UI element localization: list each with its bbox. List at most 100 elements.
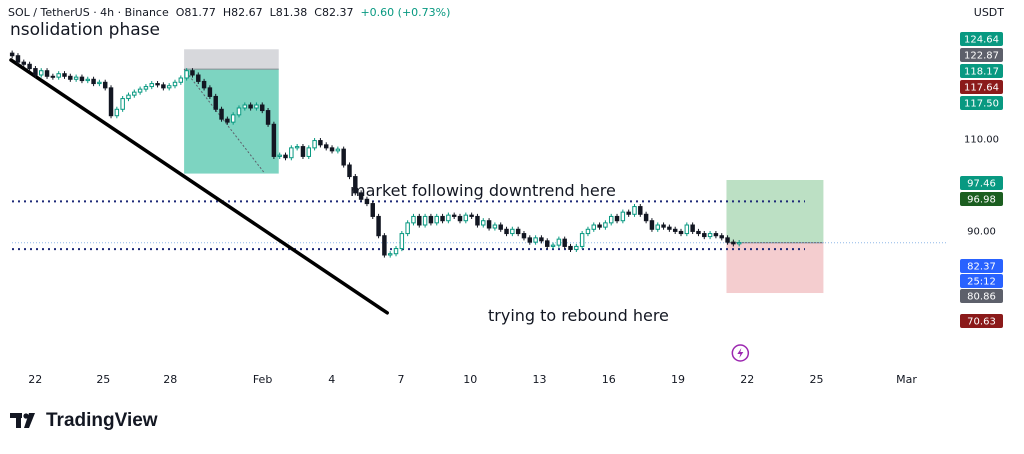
annotation-rebound: trying to rebound here: [488, 306, 669, 325]
price-scale-label: 90.00: [967, 227, 996, 238]
candle-body: [713, 233, 719, 237]
candle-body: [44, 70, 50, 77]
price-tag: [960, 96, 1003, 110]
candle-body: [108, 87, 114, 117]
candle-body: [126, 94, 131, 100]
candle-body: [556, 238, 562, 246]
x-tick-label: Mar: [896, 373, 917, 386]
x-tick-label: 28: [163, 373, 177, 386]
price-tag-label: 124.64: [964, 35, 999, 46]
candle-body: [39, 70, 44, 76]
candle-body: [510, 228, 515, 235]
x-tick-label: 16: [602, 373, 616, 386]
tradingview-logo[interactable]: TradingView: [10, 410, 158, 432]
candle-body: [166, 85, 172, 89]
price-tag-label: 82.37: [967, 262, 996, 273]
ohlc-open: O81.77: [175, 6, 216, 19]
candle-body: [155, 83, 160, 86]
price-tag-label: 117.50: [964, 99, 999, 110]
candle-body: [457, 215, 463, 222]
candle-body: [562, 238, 567, 247]
candle-body: [225, 118, 230, 123]
x-tick-label: 19: [671, 373, 685, 386]
candle-body: [323, 144, 329, 149]
candle-body: [260, 104, 265, 112]
price-tag-label: 96.98: [967, 195, 996, 206]
candle-body: [405, 222, 410, 235]
downtrend-line[interactable]: [9, 58, 389, 315]
price-scale-label: 110.00: [964, 135, 999, 146]
price-tag: [960, 314, 1003, 328]
candle-body: [411, 215, 416, 224]
candle-body: [79, 76, 85, 82]
candle-body: [114, 108, 120, 117]
candle-body: [725, 237, 730, 243]
candle-body: [242, 104, 248, 109]
candle-body: [655, 224, 660, 230]
price-tag: [960, 80, 1003, 94]
candle-body: [149, 83, 154, 88]
candle-body: [196, 74, 201, 82]
candle-body: [283, 154, 288, 159]
candle-body: [9, 52, 15, 57]
candle-body: [475, 215, 480, 226]
candle-body: [417, 215, 422, 226]
candle-body: [603, 222, 608, 228]
candle-body: [597, 224, 602, 228]
price-tag: [960, 192, 1003, 206]
annotation-downtrend: market following downtrend here: [350, 181, 616, 200]
tradingview-logo-icon: [10, 413, 35, 428]
candle-body: [579, 233, 585, 247]
candle-body: [545, 240, 550, 247]
price-tag-label: 80.86: [967, 292, 996, 303]
candle-body: [568, 245, 573, 250]
x-tick-label: 25: [809, 373, 823, 386]
x-tick-label: 25: [96, 373, 110, 386]
symbol-name[interactable]: SOL / TetherUS · 4h · Binance: [8, 6, 169, 19]
candle-body: [318, 140, 323, 146]
candle-body: [620, 211, 626, 222]
price-tag-label: 25:12: [967, 277, 996, 288]
candle-body: [277, 154, 282, 157]
candle-body: [335, 148, 341, 152]
candle-body: [481, 220, 486, 226]
candle-body: [667, 226, 672, 230]
candle-body: [387, 253, 393, 256]
candle-body: [33, 68, 38, 76]
candle-body: [643, 213, 649, 222]
candle-body: [97, 81, 102, 85]
candle-body: [492, 224, 498, 229]
candle-body: [376, 215, 381, 237]
candle-body: [68, 75, 73, 80]
candle-body: [504, 228, 509, 235]
candle-body: [300, 146, 306, 157]
candle-body: [178, 77, 184, 83]
candle-body: [661, 224, 666, 228]
candle-body: [736, 242, 742, 245]
price-tag: [960, 32, 1003, 46]
candle-body: [434, 215, 439, 224]
candle-body: [731, 241, 736, 245]
candle-body: [347, 164, 352, 178]
candle-body: [312, 140, 317, 149]
candle-body: [486, 220, 492, 229]
currency-label[interactable]: USDT: [973, 6, 1004, 19]
candle-body: [353, 176, 358, 194]
lightning-icon: [737, 348, 744, 358]
candle-body: [21, 61, 27, 65]
candle-body: [15, 55, 21, 63]
candle-body: [50, 75, 56, 78]
consolidation-box-top: [184, 49, 279, 70]
candle-body: [539, 237, 544, 242]
candle-body: [684, 224, 690, 235]
price-tag-label: 117.64: [964, 83, 999, 94]
candle-body: [515, 228, 521, 235]
candle-body: [690, 224, 695, 232]
position-target-zone: [726, 180, 824, 243]
price-tag: [960, 274, 1003, 288]
candle-body: [143, 86, 149, 90]
x-tick-label: 13: [533, 373, 547, 386]
candle-body: [364, 198, 370, 205]
candle-body: [230, 114, 236, 123]
